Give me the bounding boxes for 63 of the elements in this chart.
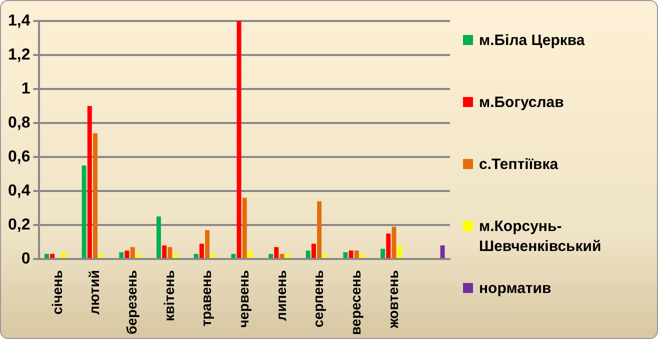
bar: [231, 254, 236, 258]
y-tick-label: 0: [21, 250, 30, 268]
legend-label: м.Корсунь-Шевченківський: [479, 217, 602, 257]
y-tick-label: 0,6: [8, 148, 30, 166]
bar: [306, 250, 310, 258]
bar: [173, 254, 178, 258]
bar: [248, 250, 252, 258]
y-tick-label: 1,2: [8, 46, 30, 64]
x-tick-label: липень: [272, 270, 289, 321]
bar: [440, 245, 445, 258]
x-tick-label: червень: [235, 270, 252, 328]
bar: [98, 254, 104, 258]
bar: [205, 230, 210, 258]
bar: [380, 248, 386, 258]
bar: [236, 21, 242, 258]
bar: [311, 244, 316, 258]
bar: [210, 254, 216, 258]
bar: [354, 250, 359, 258]
bar: [386, 234, 391, 258]
x-tick-label: квітень: [160, 270, 177, 322]
bar: [124, 250, 130, 258]
legend-label: норматив: [479, 279, 552, 299]
bar: [82, 166, 86, 258]
bar: [392, 226, 396, 258]
y-tick-label: 0,8: [8, 114, 30, 132]
x-tick-label: січень: [48, 270, 65, 315]
y-tick-label: 0,2: [8, 216, 30, 234]
bar: [119, 252, 124, 258]
y-tick-label: 1,4: [8, 12, 30, 30]
legend-label: м.Богуслав: [479, 93, 564, 113]
bar: [268, 254, 273, 258]
bar: [397, 245, 402, 258]
bar: [280, 254, 284, 258]
bar: [50, 254, 55, 258]
bar: [162, 245, 167, 258]
bar: [44, 254, 49, 258]
legend-label: м.Біла Церква: [479, 31, 585, 51]
bar: [130, 247, 135, 258]
x-tick-label: травень: [198, 270, 214, 326]
bar: [93, 133, 98, 258]
legend-label: с.Тептіївка: [479, 155, 558, 175]
bar: [322, 254, 328, 258]
y-tick-label: 1: [21, 80, 30, 98]
bar: [360, 254, 364, 258]
bar: [168, 247, 172, 258]
bar: [87, 106, 92, 258]
bar: [242, 198, 247, 258]
bar: [317, 201, 322, 258]
x-tick-label: жовтень: [384, 270, 401, 330]
x-tick-label: березень: [123, 270, 140, 334]
bar: [136, 254, 140, 258]
bar: [285, 254, 290, 258]
x-tick-label: лютий: [86, 270, 102, 315]
y-tick-label: 0,4: [8, 182, 30, 200]
x-tick-label: серпень: [310, 270, 326, 328]
bar: [274, 247, 279, 258]
bar: [343, 252, 348, 258]
bar: [61, 252, 66, 258]
x-tick-label: вересень: [348, 270, 364, 336]
bar: [194, 254, 198, 258]
bar: [348, 250, 354, 258]
bar: [199, 244, 204, 258]
bar: [156, 216, 161, 258]
